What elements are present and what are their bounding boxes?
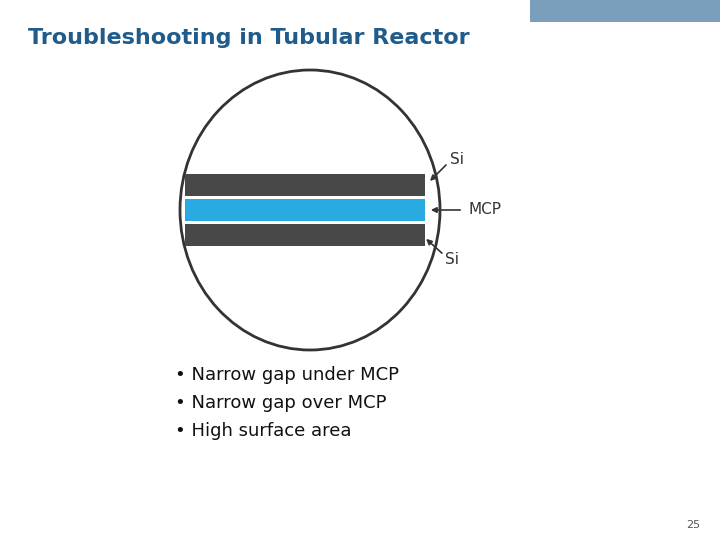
Bar [530,0,720,22]
Text: Troubleshooting in Tubular Reactor: Troubleshooting in Tubular Reactor [28,28,469,48]
Text: • Narrow gap under MCP: • Narrow gap under MCP [175,366,399,384]
Bar [185,224,425,246]
Text: • Narrow gap over MCP: • Narrow gap over MCP [175,394,387,412]
Text: Si: Si [450,152,464,167]
Bar [185,174,425,196]
Text: • High surface area: • High surface area [175,422,351,440]
Text: 25: 25 [686,520,700,530]
Bar [185,199,425,221]
Text: MCP: MCP [468,202,501,218]
Text: Si: Si [445,253,459,267]
